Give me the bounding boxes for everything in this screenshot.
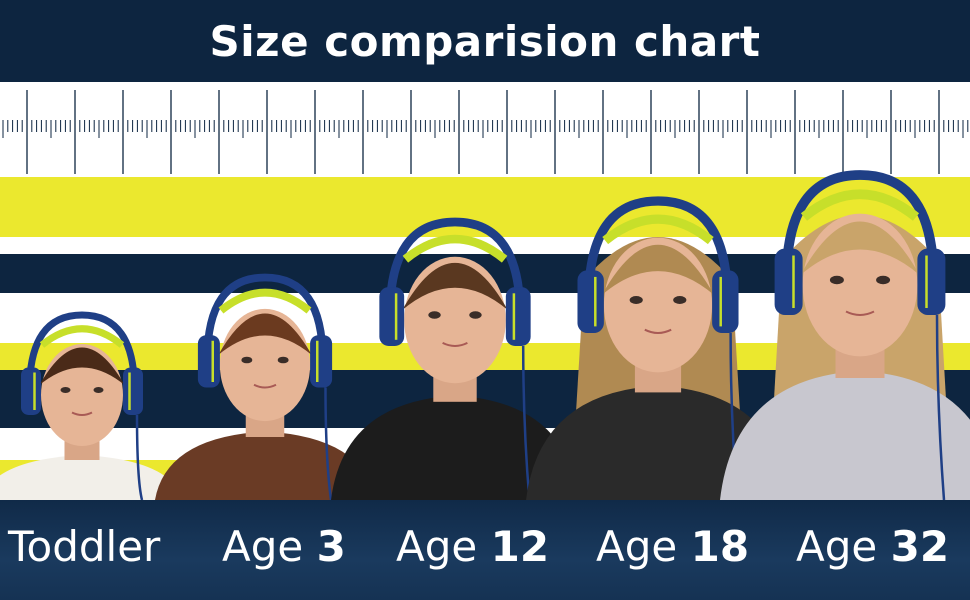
person-1 bbox=[155, 273, 375, 500]
hair bbox=[218, 313, 312, 355]
shirt bbox=[331, 395, 579, 500]
person-3 bbox=[526, 196, 790, 500]
headphones-icon bbox=[197, 273, 333, 500]
page-title: Size comparision chart bbox=[209, 16, 761, 66]
headphones-icon bbox=[577, 196, 739, 500]
person-4 bbox=[720, 170, 970, 500]
hair bbox=[800, 221, 920, 275]
headphones-icon bbox=[774, 170, 946, 500]
person-2 bbox=[331, 217, 579, 500]
label-age-32: Age 32 bbox=[796, 522, 950, 571]
shirt bbox=[155, 431, 375, 500]
label-toddler: Toddler bbox=[8, 522, 161, 571]
label-age-12: Age 12 bbox=[396, 522, 550, 571]
person-0 bbox=[0, 311, 182, 500]
label-age-18: Age 18 bbox=[596, 522, 750, 571]
hair bbox=[39, 347, 125, 385]
headphones-icon bbox=[21, 311, 144, 500]
people-with-headphones bbox=[0, 170, 970, 500]
shirt bbox=[526, 385, 790, 500]
shirt bbox=[0, 455, 182, 500]
label-age-3: Age 3 bbox=[222, 522, 346, 571]
shirt bbox=[720, 371, 970, 500]
age-labels-bar: Toddler Age 3 Age 12 Age 18 Age 32 bbox=[0, 500, 970, 600]
hair bbox=[402, 262, 508, 310]
ruler bbox=[0, 82, 970, 177]
hair bbox=[601, 244, 715, 295]
headphones-icon bbox=[379, 217, 531, 500]
header-banner: Size comparision chart bbox=[0, 0, 970, 82]
